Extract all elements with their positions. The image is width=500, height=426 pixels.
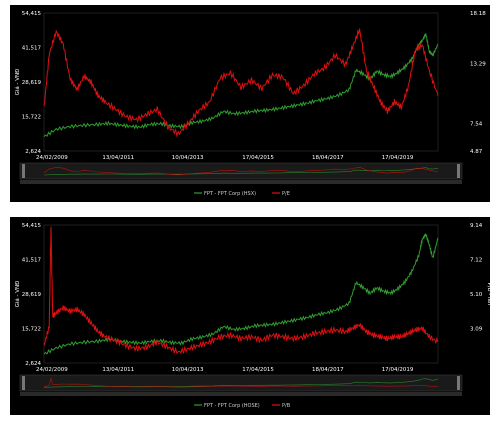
y-right-tick-label: 9.14 bbox=[470, 223, 483, 229]
y-left-tick-label: 15,722 bbox=[22, 115, 41, 121]
navigator-series-line bbox=[43, 166, 439, 176]
y-left-tick-label: 2,624 bbox=[25, 149, 41, 155]
plot-area bbox=[43, 224, 439, 364]
navigator-series-line bbox=[43, 378, 439, 388]
y-left-axis-label: Giá - VNĐ bbox=[14, 69, 21, 96]
x-tick-label: 17/04/2019 bbox=[382, 367, 414, 373]
x-tick-label: 13/04/2011 bbox=[102, 155, 134, 161]
plot-area bbox=[43, 12, 439, 152]
x-tick-label: 10/04/2013 bbox=[172, 367, 204, 373]
series-line-price bbox=[43, 33, 439, 138]
y-right-tick-label: 3.09 bbox=[470, 326, 483, 332]
y-left-tick-label: 41,517 bbox=[22, 46, 42, 52]
price-pb-chart: 2,624 15,722 28,619 41,517 54,415 3.09 5.10 7.1… bbox=[14, 223, 490, 409]
legend-label-price: FPT - FPT Corp (HSX) bbox=[204, 191, 256, 197]
navigator-handle-left[interactable] bbox=[22, 164, 25, 178]
series-line-ratio bbox=[43, 226, 439, 355]
y-left-tick-label: 28,619 bbox=[22, 292, 42, 298]
y-right-tick-label: 4.87 bbox=[470, 149, 483, 155]
x-tick-label: 17/04/2015 bbox=[242, 367, 274, 373]
x-tick-label: 13/04/2011 bbox=[102, 367, 134, 373]
y-right-tick-label: 13.29 bbox=[470, 62, 486, 68]
x-tick-label: 24/02/2009 bbox=[36, 367, 68, 373]
y-left-tick-label: 41,517 bbox=[22, 258, 42, 264]
y-right-tick-label: 5.10 bbox=[470, 292, 483, 298]
navigator-handle-left[interactable] bbox=[22, 376, 25, 390]
series-line-ratio bbox=[43, 28, 439, 138]
y-right-tick-label: 18.18 bbox=[470, 11, 486, 17]
price-pe-chart: 2,624 15,722 28,619 41,517 54,415 4.87 7.54 13.… bbox=[14, 11, 486, 197]
y-left-tick-label: 54,415 bbox=[22, 223, 42, 229]
y-left-tick-label: 54,415 bbox=[22, 11, 42, 17]
price-pe-chart-panel: 2,624 15,722 28,619 41,517 54,415 4.87 7.54 13.… bbox=[10, 5, 490, 202]
navigator-strip[interactable] bbox=[19, 162, 463, 180]
y-left-tick-label: 15,722 bbox=[22, 327, 41, 333]
navigator-strip[interactable] bbox=[19, 374, 463, 392]
x-tick-label: 18/04/2017 bbox=[312, 367, 344, 373]
navigator-scrollbar[interactable] bbox=[20, 392, 462, 396]
y-right-axis-label: P/B - lần bbox=[486, 283, 490, 306]
y-left-tick-label: 2,624 bbox=[25, 361, 41, 367]
x-tick-label: 17/04/2019 bbox=[382, 155, 414, 161]
y-right-tick-label: 7.12 bbox=[470, 258, 482, 264]
series-line-price bbox=[43, 233, 439, 355]
y-right-tick-label: 7.54 bbox=[470, 121, 483, 127]
x-tick-label: 18/04/2017 bbox=[312, 155, 344, 161]
navigator-series-line bbox=[43, 378, 439, 388]
navigator-handle-right[interactable] bbox=[457, 164, 460, 178]
price-pb-chart-panel: 2,624 15,722 28,619 41,517 54,415 3.09 5.10 7.1… bbox=[10, 217, 490, 415]
navigator-handle-right[interactable] bbox=[457, 376, 460, 390]
navigator-scrollbar[interactable] bbox=[20, 180, 462, 184]
x-tick-label: 24/02/2009 bbox=[36, 155, 68, 161]
y-left-tick-label: 28,619 bbox=[22, 80, 42, 86]
y-left-axis-label: Giá - VNĐ bbox=[14, 281, 21, 308]
legend-label-ratio: P/B bbox=[282, 403, 291, 409]
navigator-series-line bbox=[43, 167, 439, 176]
x-tick-label: 10/04/2013 bbox=[172, 155, 204, 161]
legend-label-ratio: P/E bbox=[282, 191, 290, 197]
x-tick-label: 17/04/2015 bbox=[242, 155, 274, 161]
legend-label-price: FPT - FPT Corp (HOSE) bbox=[204, 403, 260, 409]
